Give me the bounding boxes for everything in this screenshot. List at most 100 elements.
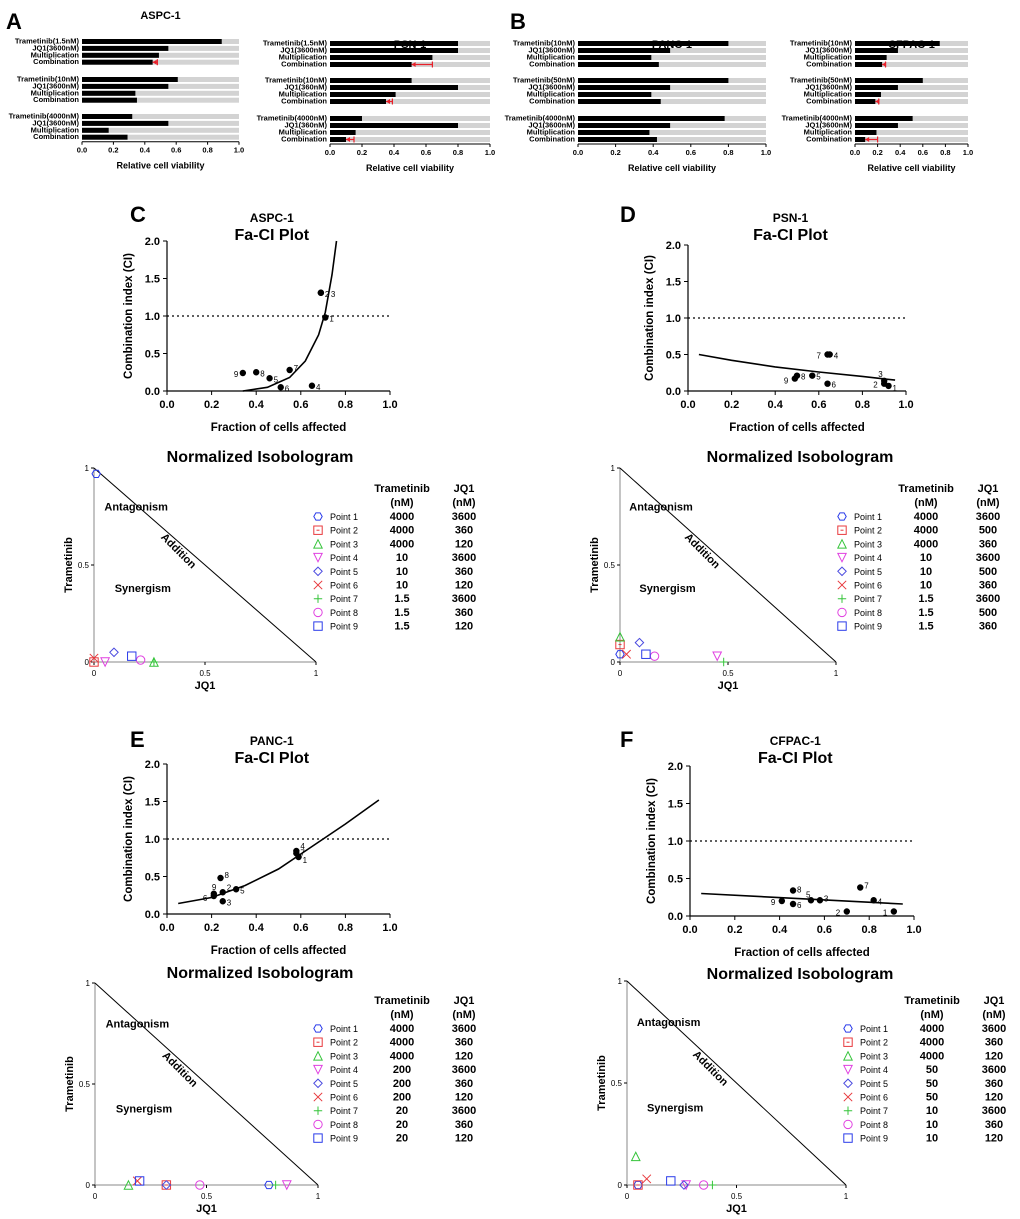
x-tick-label: 1 (316, 1192, 321, 1201)
y-tick-label: 1 (618, 977, 623, 986)
square-dot-marker (837, 525, 847, 535)
legend-trametinib-value: 1.5 (918, 621, 933, 633)
point-label: 1 (893, 384, 898, 393)
zone-synergism: Synergism (116, 1103, 172, 1115)
data-point (816, 897, 824, 904)
table-header-jq1: JQ1 (454, 995, 475, 1007)
y-tick-label: 1.5 (666, 277, 681, 289)
legend-jq1-value: 120 (455, 580, 473, 592)
bar-label: Multiplication (31, 50, 80, 59)
legend-point-label: Point 1 (330, 1024, 358, 1034)
bar-track (330, 116, 490, 121)
circle-marker (837, 607, 847, 618)
data-point (789, 887, 797, 894)
table-header-unit: (nM) (914, 497, 938, 509)
point-label: 7 (864, 882, 869, 891)
table-header-unit: (nM) (452, 1009, 476, 1021)
chart-subtitle: Fa-CI Plot (234, 750, 309, 767)
bar (855, 48, 898, 53)
legend-point-label: Point 7 (860, 1106, 888, 1116)
legend-point-label: Point 5 (330, 567, 358, 577)
point-label: 5 (806, 890, 811, 899)
bar-label: JQ1(3600nM) (528, 121, 575, 130)
fit-curve (701, 892, 903, 905)
point-label: 2 (325, 290, 330, 299)
triangle-marker (836, 538, 848, 549)
bar-label: JQ1(3600nM) (280, 46, 327, 55)
panel-label-D: D (620, 202, 636, 227)
data-point (317, 289, 325, 296)
legend-jq1-value: 120 (985, 1050, 1003, 1062)
bar-track (855, 85, 968, 90)
legend-jq1-value: 3600 (452, 511, 476, 523)
point-label: 8 (260, 369, 265, 378)
legend-jq1-value: 360 (979, 621, 997, 633)
legend-point-label: Point 8 (860, 1120, 888, 1130)
point-label: 5 (816, 373, 821, 382)
legend-jq1-value: 120 (985, 1092, 1003, 1104)
bar-track (82, 97, 239, 103)
legend-point-label: Point 4 (854, 553, 882, 563)
bar-track (82, 127, 239, 133)
bar-track (578, 130, 766, 135)
bar (855, 92, 881, 97)
data-point (322, 314, 329, 321)
x-tick-label: 0 (625, 1192, 630, 1201)
legend-trametinib-value: 4000 (920, 1037, 944, 1049)
data-point (789, 900, 797, 908)
x-axis-title: JQ1 (196, 1203, 217, 1215)
legend-trametinib-value: 10 (396, 580, 408, 592)
legend-point-label: Point 9 (330, 622, 358, 632)
y-tick-label: 0.0 (668, 911, 683, 923)
y-tick-label: 0.5 (666, 350, 681, 362)
legend-point-label: Point 7 (854, 594, 882, 604)
x-tick-label: 0.4 (648, 148, 659, 157)
bar (855, 62, 883, 67)
y-tick-label: 1.0 (145, 834, 160, 846)
triangle-down-marker (712, 651, 723, 662)
x-tick-label: 0.6 (817, 924, 832, 936)
point-label: 2 (836, 909, 841, 918)
fit-curve (242, 240, 338, 392)
bar (330, 116, 362, 121)
circle-marker (649, 651, 660, 661)
chart-title: Normalized Isobologram (707, 966, 894, 983)
legend-trametinib-value: 10 (920, 566, 932, 578)
addition-line (619, 467, 837, 663)
square-dot-marker (313, 525, 323, 535)
y-tick-label: 0.0 (145, 386, 160, 398)
bar (330, 85, 458, 90)
x-tick-label: 0.4 (895, 148, 906, 157)
legend-point-label: Point 8 (854, 608, 882, 618)
x-marker (313, 1092, 323, 1102)
x-tick-label: 0 (92, 669, 97, 678)
x-tick-label: 0.8 (453, 148, 463, 157)
x-tick-label: 0.2 (610, 148, 620, 157)
circle-marker (843, 1119, 853, 1130)
legend-point-label: Point 9 (860, 1134, 888, 1144)
bar-track (855, 99, 968, 104)
data-point (809, 372, 816, 379)
legend-trametinib-value: 20 (396, 1119, 408, 1131)
x-tick-label: 0.8 (862, 924, 877, 936)
x-tick-label: 1.0 (963, 148, 973, 157)
triangle-marker (842, 1050, 854, 1061)
x-tick-label: 0.5 (199, 669, 211, 678)
y-tick-label: 1.5 (145, 797, 160, 809)
table-header-unit: (nM) (976, 497, 1000, 509)
x-tick-label: 0.2 (357, 148, 367, 157)
x-tick-label: 0.0 (680, 399, 695, 411)
bar-label: Multiplication (527, 90, 576, 99)
legend-jq1-value: 360 (985, 1119, 1003, 1131)
error-arrow (411, 62, 416, 67)
zone-antagonism: Antagonism (106, 1018, 170, 1030)
point-label: 8 (225, 871, 230, 880)
zone-antagonism: Antagonism (629, 502, 693, 514)
y-tick-label: 2.0 (668, 761, 683, 773)
point-label: 5 (274, 375, 279, 384)
x-marker (313, 580, 323, 590)
bar (82, 120, 169, 126)
x-tick-label: 0.6 (421, 148, 431, 157)
bar-label: Multiplication (804, 128, 853, 137)
data-point (843, 908, 850, 915)
